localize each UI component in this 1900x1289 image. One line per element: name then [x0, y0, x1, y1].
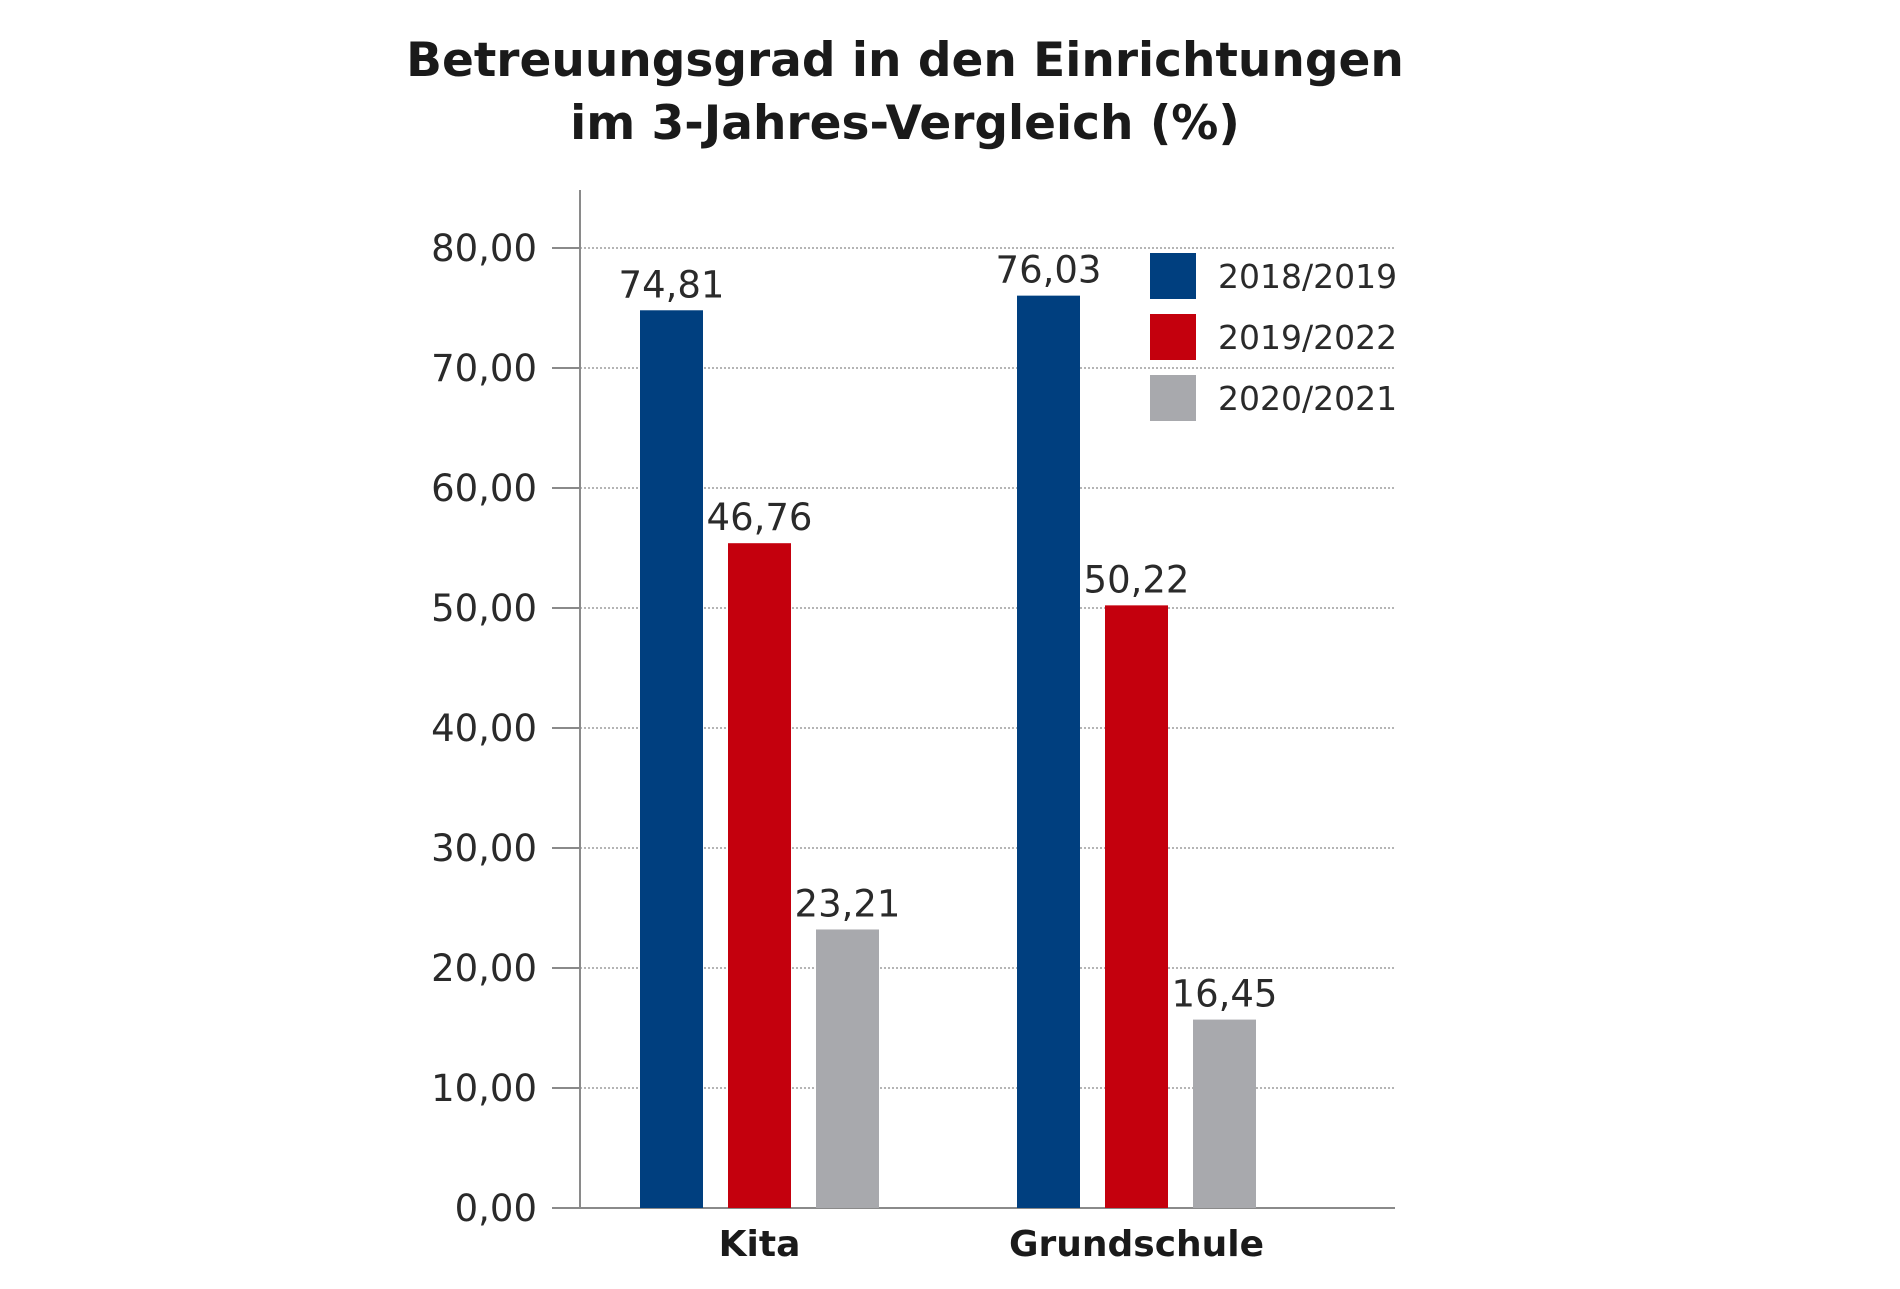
data-labels: 74,81 46,76 23,21 76,03 50,22 16,45 [619, 249, 1278, 1016]
legend-label-2020-2021: 2020/2021 [1218, 379, 1397, 418]
legend-swatch-2020-2021 [1150, 375, 1196, 421]
bars [640, 295, 1256, 1208]
bar-kita-2020-2021 [816, 929, 879, 1208]
y-tick-label-5: 50,00 [431, 587, 537, 630]
legend-swatch-2018-2019 [1150, 253, 1196, 299]
y-axis-ticks: 0,00 10,00 20,00 30,00 40,00 50,00 60,00 70,00 8… [431, 227, 580, 1230]
chart-title: Betreuungsgrad in den Einrichtungen im 3-… [406, 33, 1404, 151]
data-label-kita-2018-2019: 74,81 [619, 263, 725, 306]
bar-kita-2018-2019 [640, 310, 703, 1208]
y-tick-label-0: 0,00 [455, 1187, 537, 1230]
legend-label-2019-2022: 2019/2022 [1218, 318, 1397, 357]
data-label-kita-2020-2021: 23,21 [795, 882, 901, 925]
legend: 2018/2019 2019/2022 2020/2021 [1150, 253, 1397, 421]
y-tick-label-6: 60,00 [431, 467, 537, 510]
chart-title-line-2: im 3-Jahres-Vergleich (%) [570, 96, 1240, 151]
y-tick-label-3: 30,00 [431, 827, 537, 870]
legend-label-2018-2019: 2018/2019 [1218, 257, 1397, 296]
category-label-kita: Kita [719, 1224, 801, 1265]
bar-kita-2019-2022 [728, 543, 791, 1208]
y-tick-label-7: 70,00 [431, 347, 537, 390]
data-label-grundschule-2020-2021: 16,45 [1172, 973, 1278, 1016]
data-label-grundschule-2018-2019: 76,03 [996, 249, 1102, 292]
y-tick-label-2: 20,00 [431, 947, 537, 990]
y-tick-label-8: 80,00 [431, 227, 537, 270]
bar-grundschule-2020-2021 [1193, 1019, 1256, 1208]
data-label-grundschule-2019-2022: 50,22 [1084, 558, 1190, 601]
data-label-kita-2019-2022: 46,76 [707, 496, 813, 539]
chart-title-line-1: Betreuungsgrad in den Einrichtungen [406, 33, 1404, 88]
y-tick-label-4: 40,00 [431, 707, 537, 750]
bar-grundschule-2018-2019 [1017, 295, 1080, 1208]
category-labels: Kita Grundschule [719, 1224, 1264, 1265]
legend-swatch-2019-2022 [1150, 314, 1196, 360]
bar-grundschule-2019-2022 [1105, 605, 1168, 1208]
y-tick-label-1: 10,00 [431, 1067, 537, 1110]
category-label-grundschule: Grundschule [1009, 1224, 1264, 1265]
